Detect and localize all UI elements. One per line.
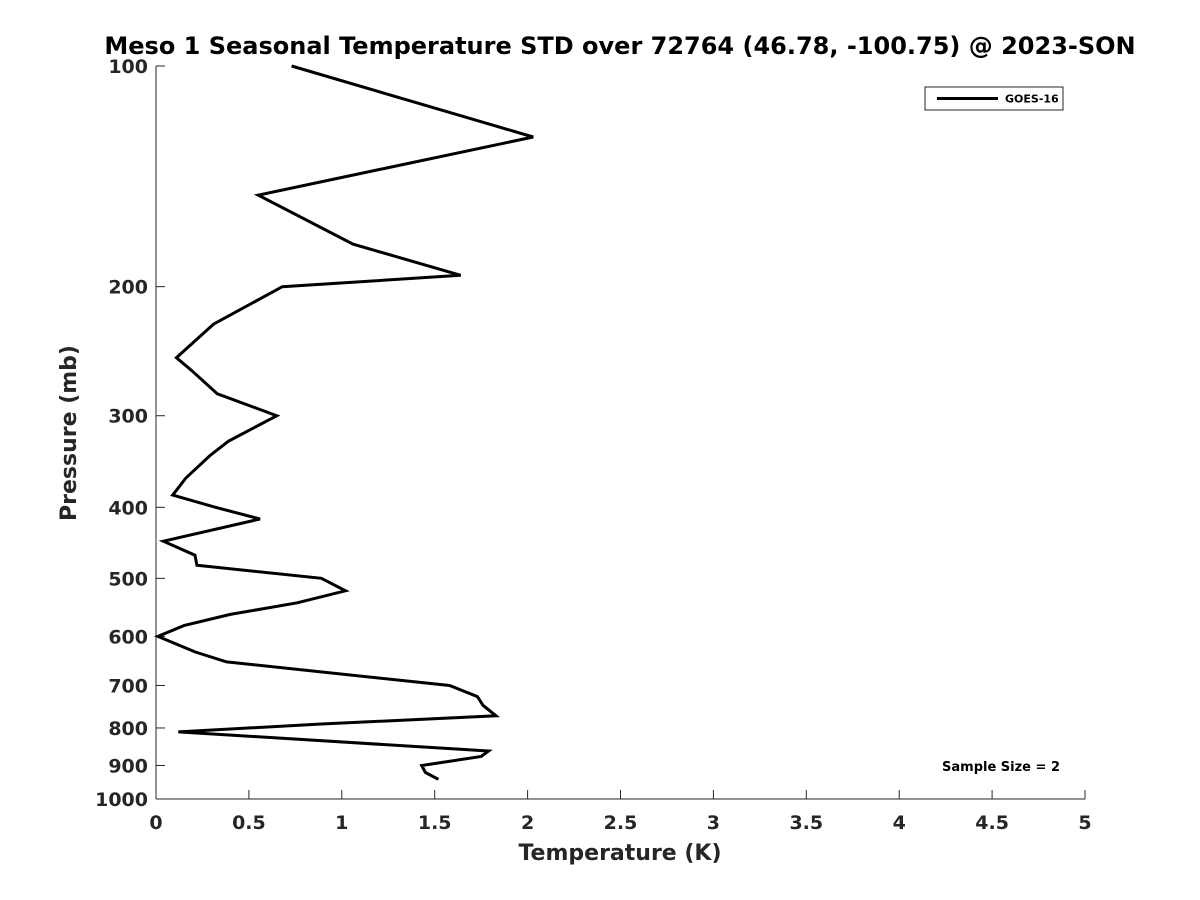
y-axis-label: Pressure (mb) [57, 345, 82, 521]
y-tick-label: 900 [108, 755, 148, 777]
x-tick-label: 4 [893, 812, 906, 834]
x-tick-label: 0.5 [232, 812, 266, 834]
x-tick-label: 1.5 [418, 812, 452, 834]
series-line-goes-16 [153, 64, 534, 781]
x-tick-label: 2 [521, 812, 534, 834]
y-tick-label: 100 [108, 56, 148, 78]
x-tick-label: 0 [149, 812, 162, 834]
x-tick-label: 1 [335, 812, 348, 834]
x-tick-label: 2.5 [604, 812, 638, 834]
x-axis-label: Temperature (K) [518, 841, 721, 866]
x-tick-label: 5 [1078, 812, 1091, 834]
x-tick-label: 3 [707, 812, 720, 834]
y-tick-label: 400 [108, 497, 148, 519]
legend-label-goes-16: GOES-16 [1005, 93, 1059, 106]
y-tick-label: 600 [108, 626, 148, 648]
plot-axes [155, 66, 1085, 800]
sample-size-annotation: Sample Size = 2 [942, 760, 1060, 775]
x-tick-label: 4.5 [975, 812, 1009, 834]
y-tick-label: 800 [108, 718, 148, 740]
y-tick-label: 500 [108, 568, 148, 590]
y-axis-ticks: 100 200 300 400 500 600 700 800 900 1000 [95, 56, 165, 811]
series-layer [153, 64, 534, 781]
y-tick-label: 700 [108, 675, 148, 697]
legend: GOES-16 [924, 86, 1064, 111]
y-tick-label: 1000 [95, 789, 148, 811]
y-tick-label: 300 [108, 406, 148, 428]
x-axis-ticks: 0 0.5 1 1.5 2 2.5 3 3.5 4 4.5 5 [149, 790, 1092, 834]
chart-title: Meso 1 Seasonal Temperature STD over 727… [104, 32, 1135, 60]
y-tick-label: 200 [108, 277, 148, 299]
x-tick-label: 3.5 [789, 812, 823, 834]
